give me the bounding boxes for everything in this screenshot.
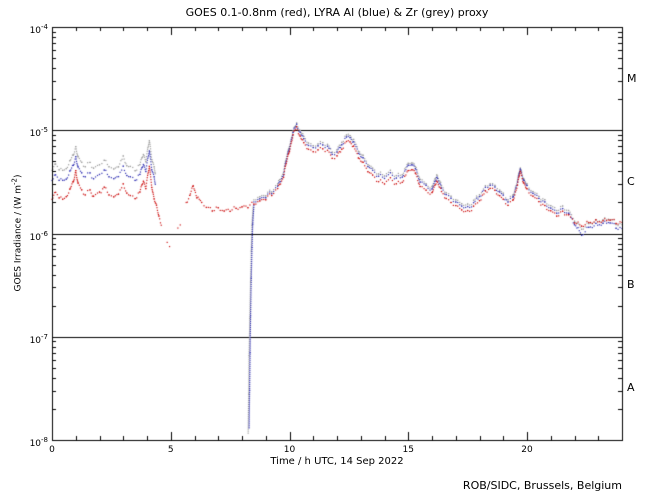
x-tick-label: 0 [49, 445, 55, 455]
x-tick-label: 20 [521, 445, 533, 455]
credit-text: ROB/SIDC, Brussels, Belgium [462, 479, 622, 492]
y-tick-label: 10-8 [29, 436, 48, 449]
y-tick-label: 10-6 [29, 229, 48, 243]
y-tick-label: 10-7 [29, 332, 48, 346]
flare-class-label: A [627, 381, 635, 395]
y-tick-label: 10-4 [29, 23, 48, 36]
x-axis-title: Time / h UTC, 14 Sep 2022 [270, 456, 404, 467]
x-tick-label: 10 [283, 445, 296, 455]
x-tick-label: 5 [167, 445, 174, 455]
flare-class-label: M [627, 71, 637, 85]
x-tick-label: 15 [402, 445, 414, 455]
chart-title: GOES 0.1-0.8nm (red), LYRA Al (blue) & Z… [185, 6, 489, 19]
y-tick-label: 10-5 [29, 126, 48, 140]
flare-class-label: C [627, 174, 635, 188]
flare-class-label: B [627, 278, 635, 292]
